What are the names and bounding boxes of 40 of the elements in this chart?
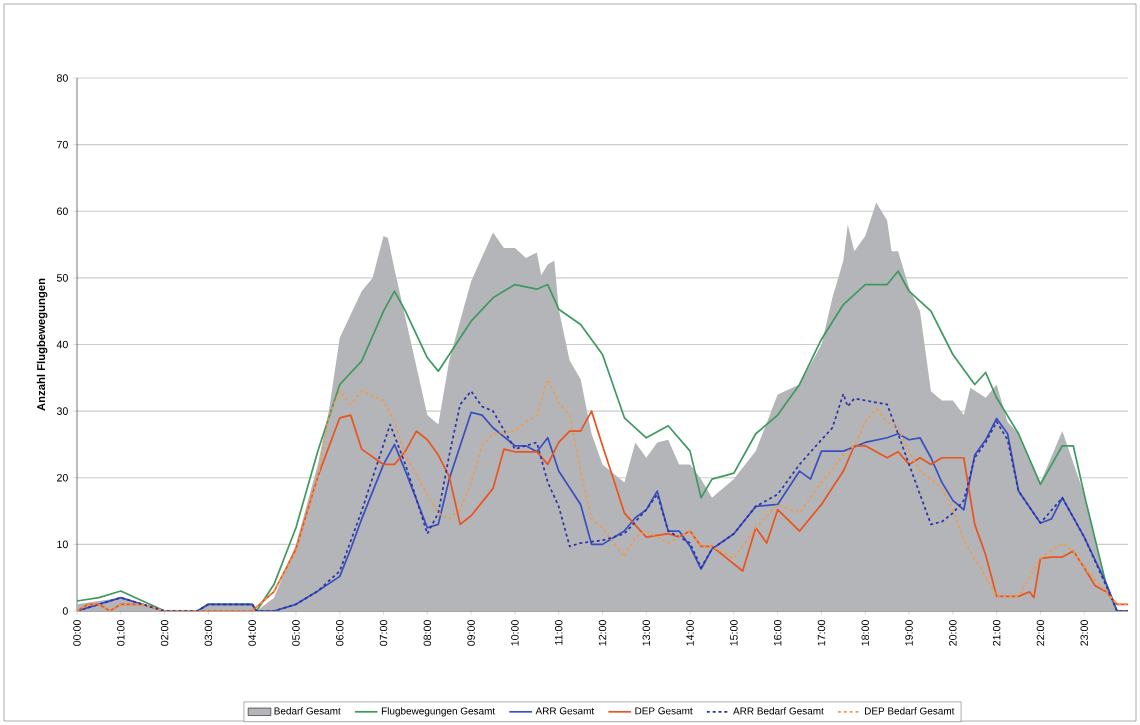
x-tick-label: 03:00 (204, 620, 213, 646)
legend-label: Bedarf Gesamt (274, 707, 341, 715)
y-axis-title: Anzahl Flugbewegungen (36, 278, 48, 411)
x-tick-label: 13:00 (642, 620, 651, 646)
y-tick-label: 20 (57, 473, 68, 482)
y-tick-label: 80 (56, 74, 68, 82)
y-tick-label: 0 (62, 607, 68, 615)
x-tick-label: 23:00 (1080, 620, 1088, 646)
x-tick-label: 16:00 (773, 620, 782, 646)
x-tick-label: 06:00 (335, 620, 344, 646)
y-tick-label: 70 (57, 140, 68, 149)
x-tick-label: 19:00 (905, 620, 913, 646)
x-tick-label: 04:00 (248, 620, 256, 646)
y-tick-label: 10 (57, 540, 68, 549)
y-tick-label: 30 (56, 407, 68, 415)
x-tick-label: 15:00 (730, 620, 738, 646)
x-tick-label: 20:00 (949, 620, 957, 646)
x-tick-label: 11:00 (554, 620, 563, 645)
x-tick-label: 21:00 (992, 620, 1001, 646)
x-tick-label: 05:00 (292, 620, 300, 646)
x-tick-label: 08:00 (423, 620, 432, 646)
legend-label: ARR Gesamt (535, 707, 595, 715)
x-tick-label: 12:00 (598, 620, 607, 646)
x-tick-label: 09:00 (467, 620, 475, 646)
x-tick-label: 00:00 (73, 620, 81, 646)
x-tick-label: 07:00 (379, 620, 388, 646)
legend-label: Flugbewegungen Gesamt (381, 707, 496, 717)
x-tick-label: 02:00 (160, 620, 169, 646)
x-tick-label: 18:00 (861, 620, 870, 646)
x-tick-label: 01:00 (117, 620, 125, 646)
x-tick-label: 22:00 (1036, 620, 1045, 646)
y-tick-label: 40 (56, 340, 68, 349)
x-tick-label: 14:00 (686, 620, 694, 646)
legend-label: DEP Bedarf Gesamt (865, 707, 955, 715)
x-tick-label: 17:00 (817, 620, 826, 646)
x-tick-label: 10:00 (511, 620, 519, 646)
legend-label: ARR Bedarf Gesamt (733, 707, 824, 715)
y-tick-label: 60 (57, 207, 68, 216)
y-tick-label: 50 (56, 274, 68, 282)
legend-label: DEP Gesamt (635, 707, 693, 715)
